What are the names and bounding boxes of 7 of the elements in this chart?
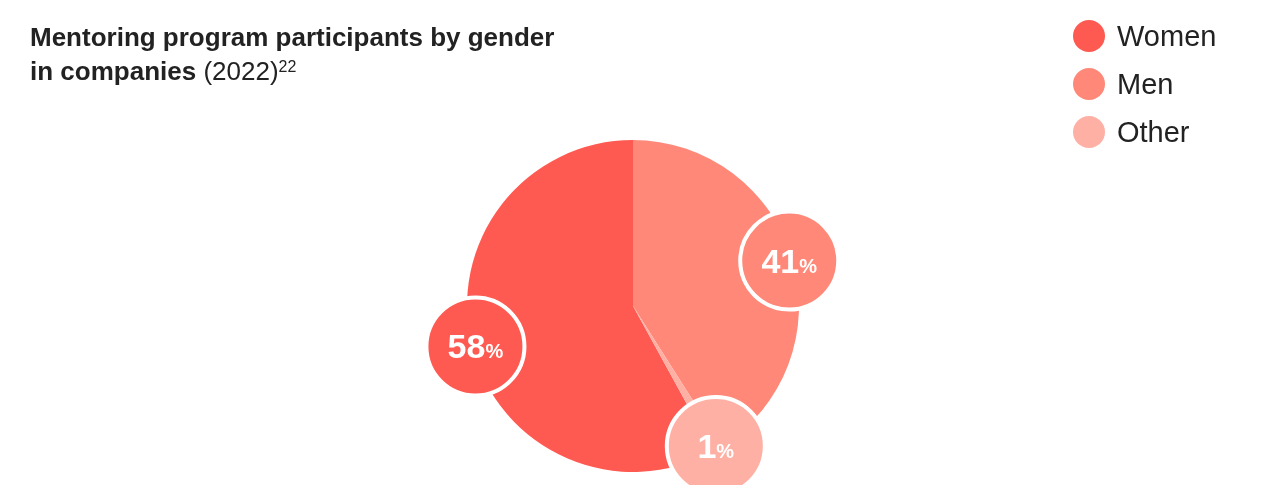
data-label: 1% bbox=[697, 427, 735, 466]
data-label: 41% bbox=[761, 241, 818, 280]
data-label: 58% bbox=[447, 327, 504, 366]
legend-label: Women bbox=[1117, 20, 1217, 52]
legend-label: Other bbox=[1117, 116, 1190, 148]
legend-label: Men bbox=[1117, 68, 1174, 100]
text: Mentoring program participants by gender in companies (2022)$^{22}$ bbox=[30, 22, 555, 86]
